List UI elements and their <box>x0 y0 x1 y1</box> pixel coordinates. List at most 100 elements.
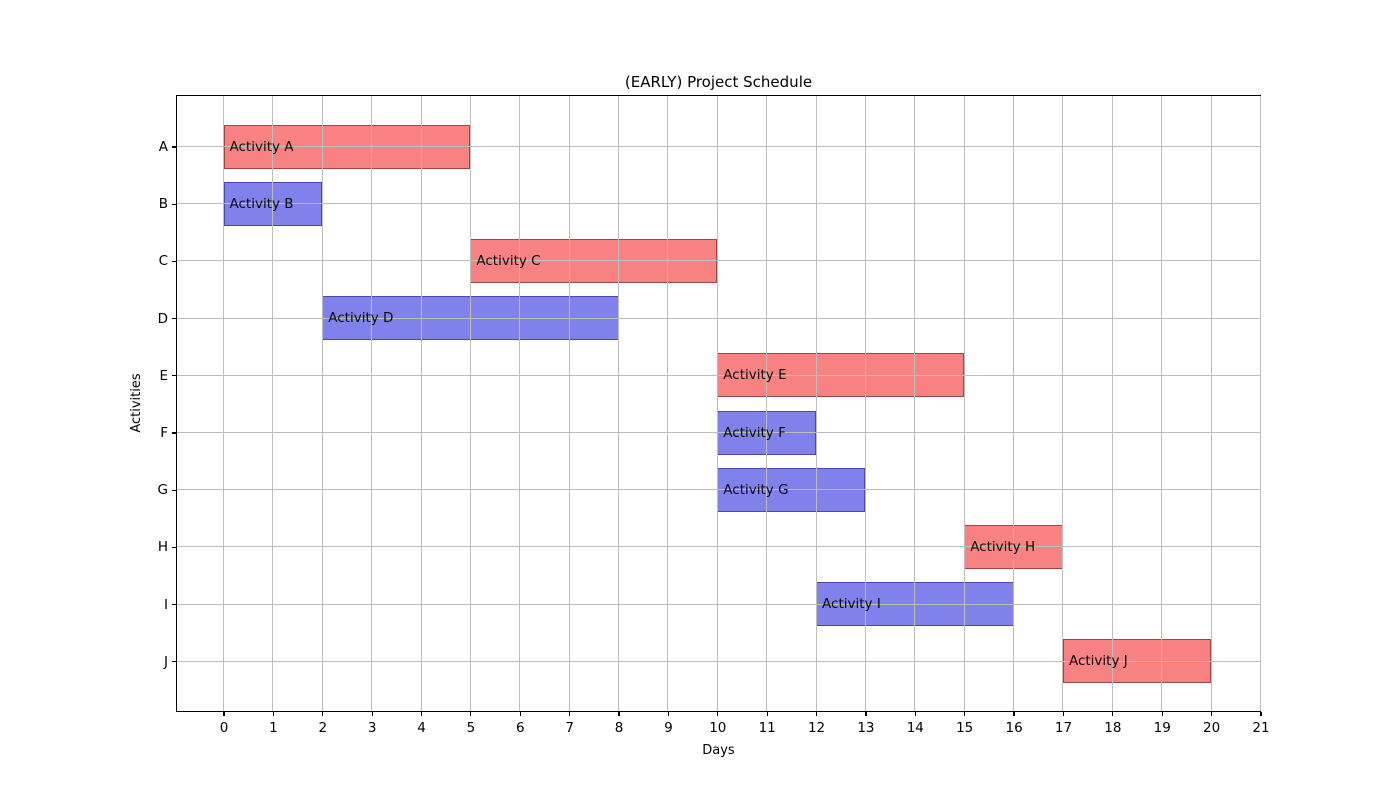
y-tick-label-h: H <box>157 539 168 556</box>
x-tick-mark-6 <box>519 712 521 716</box>
y-axis-label: Activities <box>129 373 144 433</box>
bar-label-activity-e: Activity E <box>723 367 787 384</box>
gridline-horizontal-row-c <box>177 260 1260 262</box>
x-tick-mark-13 <box>865 712 867 716</box>
y-tick-label-a: A <box>158 139 168 155</box>
gridline-vertical-day-18 <box>1111 96 1113 711</box>
x-tick-label-18: 18 <box>1104 720 1122 736</box>
gridline-vertical-day-6 <box>519 96 521 711</box>
x-tick-label-12: 12 <box>807 720 826 736</box>
x-tick-mark-1 <box>272 712 274 716</box>
bar-label-activity-j: Activity J <box>1068 653 1128 670</box>
gridline-vertical-day-5 <box>469 96 471 711</box>
bar-label-activity-b: Activity B <box>229 195 294 212</box>
x-tick-mark-21 <box>1260 712 1262 716</box>
y-tick-label-b: B <box>158 196 168 213</box>
x-tick-label-16: 16 <box>1005 720 1023 736</box>
x-tick-label-8: 8 <box>614 720 624 736</box>
bar-label-activity-c: Activity C <box>476 252 541 269</box>
gridline-vertical-day-17 <box>1062 96 1064 711</box>
gridline-vertical-day-0 <box>223 96 224 711</box>
x-tick-label-9: 9 <box>664 720 673 736</box>
x-tick-mark-11 <box>766 712 768 716</box>
x-tick-mark-7 <box>569 712 571 716</box>
x-tick-mark-18 <box>1112 712 1114 716</box>
x-tick-mark-15 <box>964 712 966 716</box>
y-tick-mark-j <box>172 661 176 663</box>
x-tick-label-1: 1 <box>269 720 278 736</box>
gridline-vertical-day-19 <box>1161 96 1163 711</box>
x-tick-label-0: 0 <box>219 720 229 736</box>
gridline-horizontal-row-b <box>177 203 1260 205</box>
gridline-horizontal-row-j <box>177 660 1260 662</box>
gridline-vertical-day-1 <box>272 96 274 711</box>
y-tick-label-g: G <box>157 482 168 499</box>
x-tick-label-17: 17 <box>1054 720 1073 736</box>
bar-label-activity-i: Activity I <box>822 596 881 613</box>
x-tick-mark-8 <box>618 712 620 716</box>
x-tick-label-20: 20 <box>1203 720 1221 736</box>
plot-area: Activity A Activity B Activity C Activity D… <box>176 95 1261 712</box>
x-tick-label-11: 11 <box>758 720 776 736</box>
gridline-vertical-day-21 <box>1259 96 1261 711</box>
gridline-vertical-day-10 <box>716 96 718 711</box>
x-tick-label-5: 5 <box>466 720 476 736</box>
x-axis-label: Days <box>702 743 735 758</box>
y-tick-label-e: E <box>159 367 168 384</box>
y-tick-mark-f <box>172 432 176 434</box>
y-tick-mark-h <box>172 546 176 548</box>
y-tick-mark-c <box>172 260 176 262</box>
gridline-horizontal-row-f <box>177 432 1260 433</box>
x-tick-label-7: 7 <box>565 720 574 736</box>
bar-label-activity-h: Activity H <box>970 538 1036 555</box>
x-tick-mark-14 <box>914 712 916 716</box>
x-tick-mark-20 <box>1211 712 1213 716</box>
gridline-horizontal-row-h <box>177 546 1260 548</box>
y-tick-label-c: C <box>158 253 168 270</box>
x-tick-mark-16 <box>1013 712 1015 716</box>
y-tick-label-d: D <box>157 310 168 327</box>
x-tick-label-2: 2 <box>318 720 328 736</box>
gridline-vertical-day-7 <box>568 96 570 711</box>
x-tick-label-19: 19 <box>1153 720 1171 736</box>
x-tick-label-21: 21 <box>1252 720 1270 736</box>
x-tick-mark-0 <box>223 712 225 716</box>
x-tick-mark-5 <box>470 712 472 716</box>
gridline-vertical-day-12 <box>815 96 817 711</box>
y-tick-mark-i <box>172 604 176 606</box>
x-tick-label-15: 15 <box>956 720 974 736</box>
x-tick-mark-19 <box>1161 712 1163 716</box>
x-tick-label-3: 3 <box>367 720 377 736</box>
gridline-vertical-day-16 <box>1013 96 1015 711</box>
x-tick-mark-12 <box>815 712 818 716</box>
gridline-vertical-day-4 <box>420 96 422 711</box>
y-tick-mark-a <box>172 146 176 148</box>
x-tick-label-4: 4 <box>417 720 426 736</box>
x-tick-mark-4 <box>420 712 423 716</box>
x-tick-mark-17 <box>1062 712 1065 716</box>
x-tick-mark-2 <box>322 712 324 716</box>
y-tick-label-i: I <box>164 596 168 613</box>
gridline-horizontal-row-e <box>177 374 1260 376</box>
gridline-vertical-day-20 <box>1210 96 1212 711</box>
y-tick-label-j: J <box>164 653 168 670</box>
gridline-vertical-day-2 <box>321 96 323 711</box>
y-tick-mark-g <box>172 489 176 491</box>
bar-label-activity-d: Activity D <box>328 310 394 327</box>
x-tick-mark-10 <box>717 712 719 716</box>
bar-label-activity-a: Activity A <box>229 138 294 155</box>
gridline-vertical-day-3 <box>371 96 373 711</box>
x-tick-label-10: 10 <box>709 720 727 736</box>
gridline-vertical-day-11 <box>766 96 768 711</box>
gridline-horizontal-row-i <box>177 603 1260 605</box>
y-tick-mark-d <box>172 318 176 320</box>
y-tick-mark-b <box>172 203 176 205</box>
bar-labels-layer: Activity A Activity B Activity C Activity D… <box>177 96 1260 711</box>
gridline-vertical-day-9 <box>667 96 669 711</box>
gridline-horizontal-row-d <box>177 317 1260 319</box>
bar-label-activity-g: Activity G <box>723 481 789 498</box>
gridline-vertical-day-8 <box>618 96 620 711</box>
gridline-horizontal-row-g <box>177 489 1260 491</box>
gridline-vertical-day-14 <box>914 96 916 711</box>
